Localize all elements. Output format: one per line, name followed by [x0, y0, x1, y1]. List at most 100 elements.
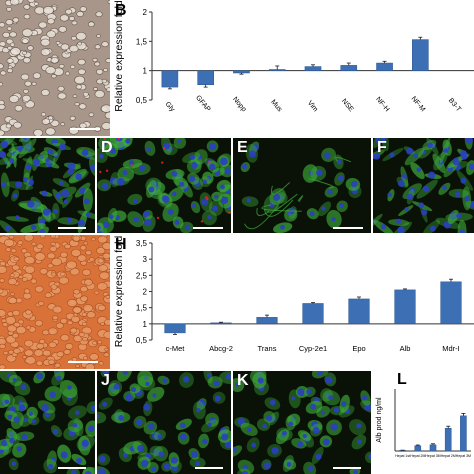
bar: [302, 303, 324, 325]
nucleus-stain: [341, 401, 347, 407]
cell: [47, 327, 58, 336]
cell: [4, 238, 15, 247]
nucleus-stain: [83, 198, 90, 205]
panel-label-d: D: [101, 139, 113, 156]
cell: [103, 352, 110, 358]
nucleus-stain: [464, 195, 470, 202]
nucleus-stain: [27, 200, 35, 208]
cell: [0, 70, 7, 76]
neurite: [274, 193, 298, 212]
nucleus-stain: [306, 388, 312, 395]
cell: [33, 349, 44, 357]
nucleus-stain: [24, 164, 32, 171]
cell: [0, 63, 4, 70]
nucleus-stain: [252, 144, 259, 151]
nucleus-stain: [143, 403, 151, 411]
fluorescent-cells-i: [0, 371, 95, 474]
cell: [0, 22, 6, 28]
nucleus-stain: [49, 391, 57, 399]
panel-label-e: E: [237, 139, 248, 156]
y-tick-label: 2: [143, 288, 148, 297]
nucleus-stain: [141, 459, 149, 467]
cell: [50, 235, 56, 239]
nucleus-stain: [397, 226, 405, 233]
nucleus-stain: [320, 410, 325, 415]
nucleus-stain: [146, 146, 151, 152]
nucleus-stain: [8, 431, 15, 438]
cell: [42, 329, 50, 336]
cell: [79, 285, 88, 293]
nucleus-stain: [18, 400, 24, 405]
cell: [10, 47, 21, 56]
bar: [376, 62, 393, 71]
cell: [47, 18, 55, 25]
nucleus-stain: [75, 410, 80, 415]
x-tick-label: c-Met: [166, 344, 186, 353]
cell: [65, 8, 73, 15]
cell: [67, 320, 73, 326]
cell: [74, 102, 80, 107]
cell: [58, 64, 65, 69]
y-tick-label: 1: [143, 67, 148, 76]
cell: [92, 341, 98, 346]
nucleus-stain: [459, 229, 466, 233]
nucleus-stain: [144, 375, 149, 381]
cell: [24, 256, 35, 265]
y-tick-label: 2,5: [136, 271, 148, 280]
nucleus-stain: [20, 384, 27, 391]
nucleus-stain: [122, 170, 128, 176]
cell: [36, 360, 43, 367]
nucleus-stain: [18, 404, 26, 412]
cell: [102, 242, 110, 250]
cell: [50, 241, 56, 247]
red-spot: [103, 138, 107, 141]
nucleus-stain: [220, 184, 225, 190]
nucleus-stain: [85, 212, 91, 218]
nucleus-stain: [242, 464, 249, 470]
nucleus-stain: [202, 179, 208, 184]
cell: [0, 278, 5, 283]
bar: [268, 69, 286, 71]
nucleus-stain: [58, 180, 64, 186]
nucleus-stain: [90, 405, 95, 412]
cell: [84, 278, 93, 286]
cell: [8, 95, 20, 104]
nucleus-stain: [12, 193, 18, 199]
cell: [100, 104, 110, 113]
chart-h: Relative expression fold 0,5 1 1,5 2 2,5 3 3,5 c…: [113, 236, 474, 353]
x-tick-label: Hepat 2M: [441, 454, 456, 458]
cell: [17, 240, 24, 245]
nucleus-stain: [52, 428, 59, 435]
nucleus-stain: [1, 182, 7, 188]
cell: [13, 256, 20, 262]
cell: [24, 265, 36, 274]
nucleus-stain: [56, 375, 62, 381]
cell: [101, 41, 109, 48]
nucleus-stain: [257, 377, 264, 384]
hepatocyte-phase-cells: [0, 235, 110, 369]
cell: [81, 321, 88, 327]
nucleus-stain: [53, 208, 59, 215]
nucleus-stain: [102, 371, 109, 376]
cell: [22, 355, 27, 359]
panel-d-fluorescence-image: D: [97, 138, 231, 233]
y-axis-label: Relative expression fold: [113, 0, 125, 112]
cell: [1, 318, 7, 323]
cell: [57, 85, 65, 92]
cell: [71, 315, 80, 323]
nucleus-stain: [315, 453, 322, 460]
nucleus-stain: [136, 418, 143, 426]
nucleus-stain: [23, 138, 28, 140]
nucleus-stain: [147, 423, 155, 430]
nucleus-stain: [409, 187, 416, 193]
nucleus-stain: [330, 423, 338, 431]
cell: [8, 297, 18, 305]
cell: [38, 301, 45, 306]
red-spot: [130, 164, 134, 167]
cell: [99, 271, 110, 280]
nucleus-stain: [387, 192, 392, 197]
cell: [40, 89, 50, 97]
cell: [79, 245, 87, 251]
red-spot: [200, 220, 204, 223]
